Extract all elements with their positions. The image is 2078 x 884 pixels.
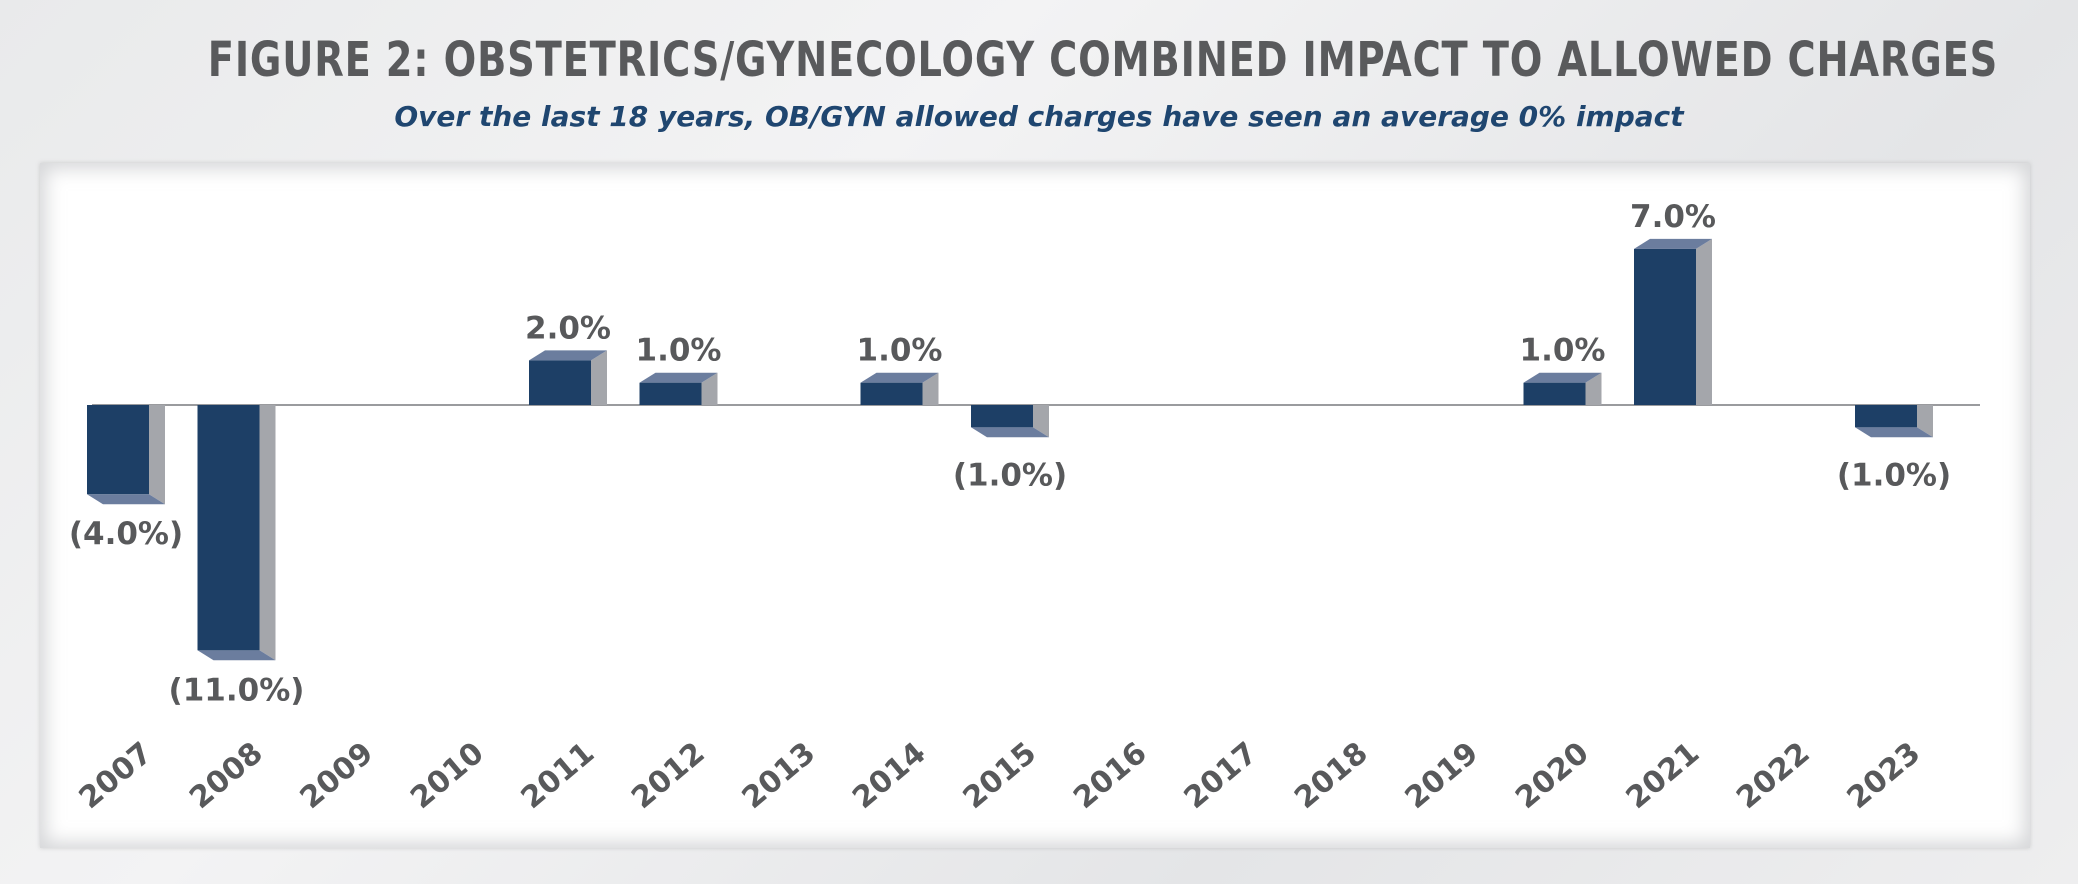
bar-2011 [529,350,607,405]
chart-subtitle: Over the last 18 years, OB/GYN allowed c… [394,100,1684,133]
data-label-2008: (11.0%) [169,672,305,708]
bar-bottom-2015 [971,427,1049,438]
data-label-2020: 1.0% [1520,333,1606,369]
bar-side-2012 [701,372,718,405]
bar-front-2020 [1523,382,1586,405]
x-tick-label-2023: 2023 [1841,735,1927,815]
bar-side-2021 [1696,238,1712,405]
bar-bottom-2007 [87,494,165,505]
x-tick-label-2008: 2008 [183,735,269,815]
x-tick-label-2019: 2019 [1399,735,1485,815]
x-tick-label-2016: 2016 [1067,735,1153,815]
bar-front-2012 [639,382,702,405]
data-label-2015: (1.0%) [953,457,1067,493]
chart-panel: (4.0%) 2007 (11.0%) 2008 2009 2010 2.0% 2011 1.0… [40,163,2030,848]
bar-side-2014 [922,372,939,405]
bar-2012 [639,372,718,405]
data-label-2012: 1.0% [636,333,722,369]
x-tick-label-2018: 2018 [1288,735,1374,815]
bar-side-2007 [149,405,165,505]
bar-front-2023 [1855,405,1917,428]
x-tick-label-2010: 2010 [404,735,490,815]
x-tick-label-2021: 2021 [1620,735,1706,815]
bar-2023 [1855,405,1933,438]
x-tick-label-2013: 2013 [736,735,822,815]
bar-2007 [87,405,165,505]
x-tick-label-2015: 2015 [957,735,1043,815]
bar-bottom-2008 [197,650,276,661]
bar-front-2015 [971,405,1033,428]
bar-top-2011 [529,350,607,361]
bar-top-2021 [1634,238,1712,249]
x-tick-label-2022: 2022 [1730,735,1816,815]
x-tick-label-2007: 2007 [73,735,159,815]
bar-front-2008 [197,405,260,651]
bar-front-2014 [860,382,923,405]
bar-2021 [1634,238,1712,405]
bar-2020 [1523,372,1602,405]
x-tick-label-2009: 2009 [294,735,380,815]
bar-side-2015 [1033,405,1049,438]
bar-top-2014 [860,372,939,383]
bar-chart: (4.0%) 2007 (11.0%) 2008 2009 2010 2.0% 2011 1.0… [69,199,1980,816]
bar-bottom-2023 [1855,427,1933,438]
chart-title: FIGURE 2: OBSTETRICS/GYNECOLOGY COMBINED… [207,32,1999,88]
bar-front-2007 [87,405,149,495]
data-label-2007: (4.0%) [69,516,183,552]
data-label-2014: 1.0% [857,333,943,369]
data-label-2011: 2.0% [525,310,611,346]
bar-2008 [197,405,276,661]
bar-side-2008 [259,405,276,661]
bar-top-2012 [639,372,718,383]
bar-top-2020 [1523,372,1602,383]
bar-front-2011 [529,360,591,405]
bar-front-2021 [1634,248,1696,405]
bar-2015 [971,405,1049,438]
x-tick-label-2011: 2011 [515,735,601,815]
x-tick-label-2014: 2014 [846,735,932,815]
bar-side-2020 [1585,372,1602,405]
bar-side-2023 [1917,405,1933,438]
bar-side-2011 [591,350,607,405]
data-label-2021: 7.0% [1630,199,1716,235]
bar-2014 [860,372,939,405]
x-tick-label-2017: 2017 [1178,735,1264,815]
x-tick-label-2012: 2012 [625,735,711,815]
x-tick-label-2020: 2020 [1509,735,1595,815]
data-label-2023: (1.0%) [1837,457,1951,493]
